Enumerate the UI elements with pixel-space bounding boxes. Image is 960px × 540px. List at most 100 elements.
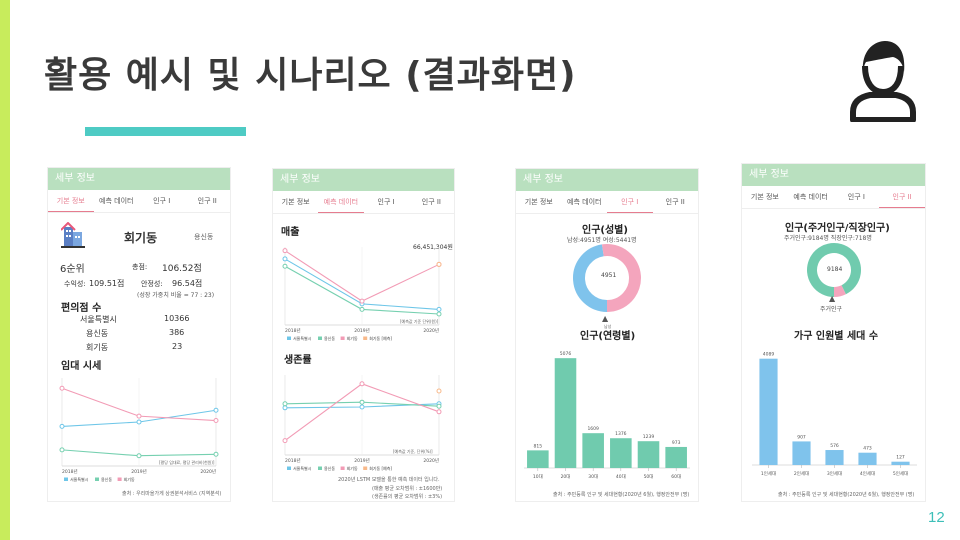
x-tick-label: 2018년 <box>285 327 301 334</box>
slide-title: 활용 예시 및 시나리오 (결과화면) <box>44 55 577 96</box>
tab-basic-info[interactable]: 기본 정보 <box>48 190 94 212</box>
legend-swatch <box>95 477 99 481</box>
total-score-value: 106.52점 <box>162 264 202 274</box>
tab-bar: 기본 정보 예측 데이터 인구 I 인구 II <box>516 191 698 214</box>
legend-label: 서울특별시 <box>293 335 312 341</box>
footnote-line-2: (생존률의 평균 오차범위 : ±3%) <box>372 494 443 500</box>
tab-population-2[interactable]: 인구 II <box>879 186 925 208</box>
bar-value-label: 576 <box>830 443 839 449</box>
rent-title: 임대 시세 <box>61 361 102 372</box>
donut-slice <box>573 244 608 312</box>
title-underline <box>85 127 246 136</box>
conv-store-title: 편의점 수 <box>61 303 102 314</box>
household-bar-chart: 4089 1인세대 907 2인세대 576 3인세대 473 4인세대 127 5인세대 <box>752 352 917 477</box>
bar <box>554 358 577 468</box>
weight-note: (성장 가중치 비율 = 77 : 23) <box>137 292 215 299</box>
tab-population-1[interactable]: 인구 I <box>607 191 653 213</box>
bar <box>858 452 877 465</box>
tab-basic-info[interactable]: 기본 정보 <box>281 198 310 206</box>
x-tick-label: 20대 <box>561 473 571 480</box>
tab-prediction[interactable]: 예측 데이터 <box>793 193 828 201</box>
data-point <box>359 298 365 304</box>
tab-bar: 기본 정보 예측 데이터 인구 I 인구 II <box>742 186 925 209</box>
legend-swatch <box>287 466 291 470</box>
data-point <box>282 248 288 254</box>
bar <box>582 433 604 468</box>
left-accent-bar <box>0 0 10 540</box>
district-name: 회기동 <box>124 231 158 245</box>
legend-swatch <box>318 466 322 470</box>
tab-basic-info[interactable]: 기본 정보 <box>750 193 779 201</box>
legend-swatch <box>363 336 368 340</box>
panel-header: 세부 정보 <box>516 169 698 191</box>
data-point <box>359 381 365 387</box>
bar <box>825 450 844 465</box>
page-number: 12 <box>928 509 945 526</box>
conv-name-0: 서울특별시 <box>80 315 117 324</box>
source-note: 출처 : 주민등록 인구 및 세대현황(2020년 6월), 행정안전부 (명) <box>778 492 915 498</box>
tab-prediction[interactable]: 예측 데이터 <box>318 191 364 213</box>
tab-prediction[interactable]: 예측 데이터 <box>567 198 602 206</box>
tab-population-2[interactable]: 인구 II <box>665 198 685 206</box>
legend-label: 서울특별시 <box>293 465 312 471</box>
x-tick-label: 4인세대 <box>860 470 875 477</box>
panel-header: 세부 정보 <box>48 168 230 190</box>
data-point <box>136 419 142 425</box>
resident-worker-sub: 주거인구:9184명 직장인구:718명 <box>784 235 872 242</box>
x-tick-label: 2019년 <box>131 468 147 475</box>
data-point <box>59 423 65 429</box>
conv-name-1: 용신동 <box>86 329 109 338</box>
legend-swatch <box>363 466 368 470</box>
x-tick-label: 5인세대 <box>893 470 908 477</box>
legend-label: 회기동 [예측] <box>369 335 392 341</box>
tab-population-1[interactable]: 인구 I <box>153 197 171 205</box>
sales-top-value: 66,451,304원 <box>413 244 453 251</box>
age-bar-chart: 815 10대 5076 20대 1609 30대 1376 40대 1239 50대 973 60대 <box>524 351 690 480</box>
data-point <box>436 306 442 312</box>
tab-population-1[interactable]: 인구 I <box>847 193 865 201</box>
gender-donut-chart <box>573 244 641 312</box>
tab-bar: 기본 정보 예측 데이터 인구 I 인구 II <box>48 190 230 213</box>
data-point <box>359 306 365 312</box>
profit-value: 109.51점 <box>89 279 125 288</box>
tab-prediction[interactable]: 예측 데이터 <box>99 197 134 205</box>
building-icon <box>61 222 85 248</box>
gender-donut-center: 4951 <box>601 272 617 279</box>
tab-population-2[interactable]: 인구 II <box>197 197 217 205</box>
age-title: 인구(연령별) <box>580 331 636 342</box>
total-score-label: 총점: <box>132 263 148 271</box>
data-point <box>282 263 288 269</box>
data-point <box>436 311 442 317</box>
data-point <box>359 399 365 405</box>
data-point <box>436 403 442 409</box>
tab-bar: 기본 정보 예측 데이터 인구 I 인구 II <box>273 191 454 214</box>
tab-population-1[interactable]: 인구 I <box>377 198 395 206</box>
legend-label: 회기동 <box>347 465 358 471</box>
detail-panel-population-1: 세부 정보 기본 정보 예측 데이터 인구 I 인구 II 인구(성별) 남성:… <box>515 168 699 502</box>
donut-slice <box>833 285 846 297</box>
x-tick-label: 2020년 <box>423 327 439 334</box>
detail-panel-basic: 세부 정보 기본 정보 예측 데이터 인구 I 인구 II 회기동 용신동 6순… <box>47 167 231 502</box>
legend-label: 용신동 <box>324 465 335 471</box>
tab-population-2[interactable]: 인구 II <box>421 198 441 206</box>
triangle-marker-icon: ▲ <box>829 294 836 303</box>
conv-value-1: 386 <box>169 328 185 337</box>
tab-basic-info[interactable]: 기본 정보 <box>524 198 553 206</box>
data-point <box>436 261 442 267</box>
legend-swatch <box>287 336 291 340</box>
panel-header: 세부 정보 <box>273 169 454 191</box>
x-tick-label: 10대 <box>533 473 543 480</box>
legend-label: 회기동 [예측] <box>369 465 392 471</box>
gender-title: 인구(성별) <box>582 225 628 236</box>
resident-worker-title: 인구(주거인구/직장인구) <box>785 223 890 234</box>
bar-value-label: 973 <box>672 440 681 446</box>
x-tick-label: 2018년 <box>62 468 78 475</box>
detail-panel-prediction: 세부 정보 기본 정보 예측 데이터 인구 I 인구 II 매출 66,451,… <box>272 168 455 502</box>
bar <box>637 441 660 468</box>
gender-marker-label: 남성 <box>604 324 612 329</box>
legend-swatch <box>117 477 122 481</box>
household-title: 가구 인원별 세대 수 <box>794 331 879 342</box>
x-tick-label: 2020년 <box>200 468 216 475</box>
